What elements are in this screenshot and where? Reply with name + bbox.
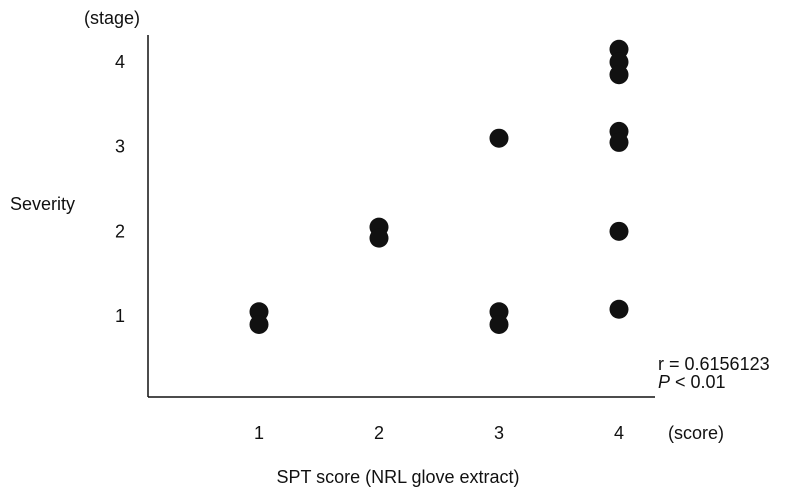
x-unit-label: (score)	[668, 423, 724, 443]
data-point	[609, 132, 629, 152]
y-tick-label-3: 3	[115, 137, 125, 157]
y-tick-label-4: 4	[115, 52, 125, 72]
x-tick-label-2: 2	[374, 423, 384, 443]
data-point	[609, 221, 629, 241]
data-point	[609, 299, 629, 319]
y-tick-label-1: 1	[115, 306, 125, 326]
y-unit-label: (stage)	[84, 8, 140, 28]
p-value-label: P < 0.01	[658, 372, 726, 392]
x-tick-labels: 1 2 3 4	[254, 423, 624, 443]
p-symbol: P	[658, 372, 670, 392]
x-tick-label-1: 1	[254, 423, 264, 443]
y-tick-labels: 1 2 3 4	[115, 52, 125, 326]
data-points	[249, 39, 629, 334]
data-point	[609, 65, 629, 85]
p-value: < 0.01	[670, 372, 726, 392]
x-axis-title: SPT score (NRL glove extract)	[276, 467, 519, 487]
y-axis-title: Severity	[10, 194, 75, 214]
data-point	[489, 314, 509, 334]
data-point	[369, 228, 389, 248]
data-point	[489, 128, 509, 148]
y-tick-label-2: 2	[115, 221, 125, 241]
x-tick-label-4: 4	[614, 423, 624, 443]
data-point	[249, 314, 269, 334]
correlation-label: r = 0.6156123	[658, 354, 770, 374]
x-tick-label-3: 3	[494, 423, 504, 443]
